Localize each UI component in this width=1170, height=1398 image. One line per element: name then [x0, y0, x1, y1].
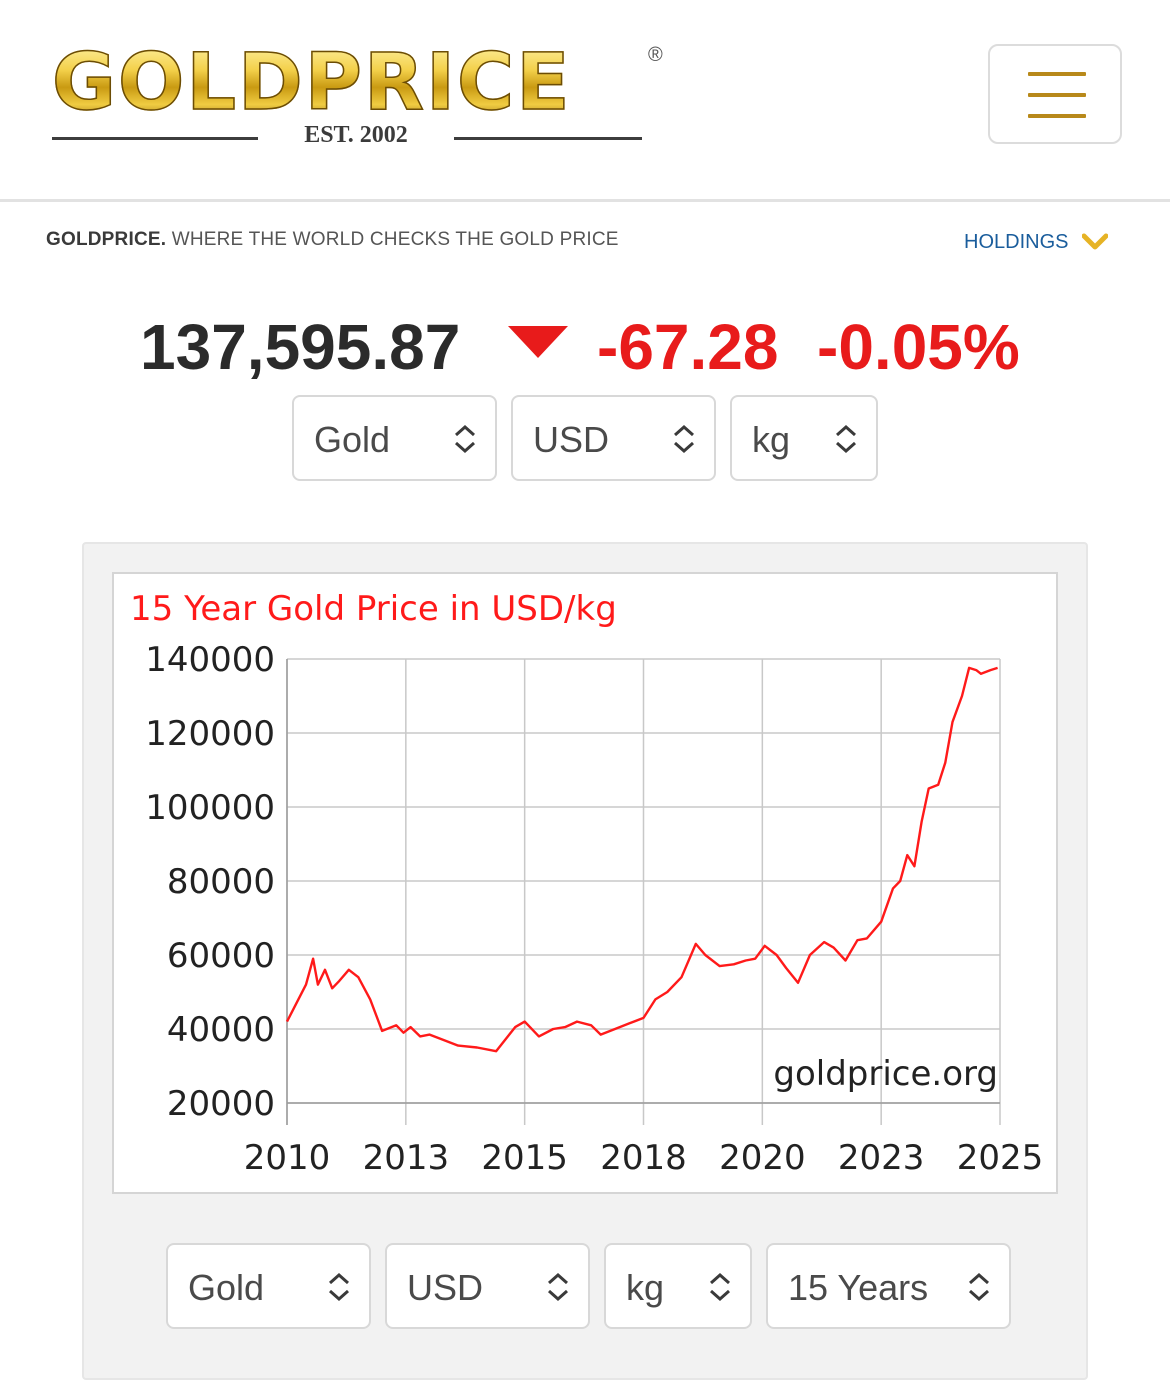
metal-select[interactable]: Gold: [292, 395, 497, 481]
chart-watermark: goldprice.org: [773, 1054, 998, 1094]
chart-currency-select-value: USD: [407, 1267, 484, 1308]
x-tick-label: 2010: [244, 1138, 331, 1178]
x-tick-label: 2013: [363, 1138, 450, 1178]
chart-unit-select[interactable]: kg: [604, 1243, 752, 1329]
chart-title: 15 Year Gold Price in USD/kg: [130, 589, 617, 629]
up-down-arrows-icon: [548, 1272, 568, 1302]
chart-period-select-value: 15 Years: [788, 1267, 929, 1308]
logo-rule-right: [454, 137, 642, 140]
current-price: 137,595.87: [140, 311, 461, 383]
x-tick-label: 2018: [600, 1138, 687, 1178]
chart-unit-select-value: kg: [626, 1267, 665, 1308]
price-change-percent: -0.05%: [817, 311, 1020, 383]
y-tick-label: 60000: [167, 936, 275, 976]
logo-registered-mark: ®: [648, 44, 663, 66]
y-tick-label: 100000: [145, 788, 275, 828]
chart-period-select[interactable]: 15 Years: [766, 1243, 1011, 1329]
x-tick-label: 2015: [481, 1138, 568, 1178]
menu-button[interactable]: [988, 44, 1122, 144]
y-tick-label: 20000: [167, 1084, 275, 1124]
price-series-line: [285, 666, 998, 1053]
price-quote: 137,595.87 -67.28 -0.05%: [0, 310, 1170, 390]
down-triangle-icon: [508, 326, 568, 358]
site-header: GOLDPRICE ® EST. 2002: [0, 0, 1170, 202]
logo-established: EST. 2002: [304, 122, 408, 148]
chevron-down-icon[interactable]: [1082, 233, 1108, 251]
hamburger-icon: [1028, 72, 1086, 76]
chart-metal-select[interactable]: Gold: [166, 1243, 371, 1329]
y-tick-label: 40000: [167, 1010, 275, 1050]
chart-metal-select-value: Gold: [188, 1267, 265, 1308]
hamburger-icon-bar: [1028, 93, 1086, 97]
x-tick-label: 2023: [838, 1138, 925, 1178]
logo-rule-left: [52, 137, 258, 140]
metal-select-value: Gold: [314, 419, 391, 460]
unit-select-value: kg: [752, 419, 791, 460]
up-down-arrows-icon: [455, 424, 475, 454]
y-tick-label: 120000: [145, 714, 275, 754]
currency-select[interactable]: USD: [511, 395, 716, 481]
x-tick-label: 2025: [957, 1138, 1044, 1178]
price-chart: 15 Year Gold Price in USD/kg 20000 40000 60…: [112, 572, 1058, 1194]
holdings-link[interactable]: HOLDINGS: [964, 231, 1069, 253]
up-down-arrows-icon: [969, 1272, 989, 1302]
hamburger-icon-bar: [1028, 114, 1086, 118]
up-down-arrows-icon: [329, 1272, 349, 1302]
currency-select-value: USD: [533, 419, 610, 460]
chart-currency-select[interactable]: USD: [385, 1243, 590, 1329]
tagline-text: WHERE THE WORLD CHECKS THE GOLD PRICE: [166, 229, 619, 250]
y-tick-label: 140000: [145, 640, 275, 680]
up-down-arrows-icon: [710, 1272, 730, 1302]
unit-select[interactable]: kg: [730, 395, 878, 481]
y-tick-label: 80000: [167, 862, 275, 902]
site-tagline: GOLDPRICE. WHERE THE WORLD CHECKS THE GO…: [46, 229, 619, 251]
price-chart-svg: 15 Year Gold Price in USD/kg 20000 40000 60…: [130, 589, 1044, 1178]
up-down-arrows-icon: [836, 424, 856, 454]
x-tick-label: 2020: [719, 1138, 806, 1178]
price-change: -67.28: [597, 311, 779, 383]
goldprice-logo[interactable]: GOLDPRICE ® EST. 2002: [48, 38, 678, 160]
up-down-arrows-icon: [674, 424, 694, 454]
logo-wordmark: GOLDPRICE: [51, 38, 572, 128]
tagline-brand: GOLDPRICE.: [46, 229, 167, 250]
